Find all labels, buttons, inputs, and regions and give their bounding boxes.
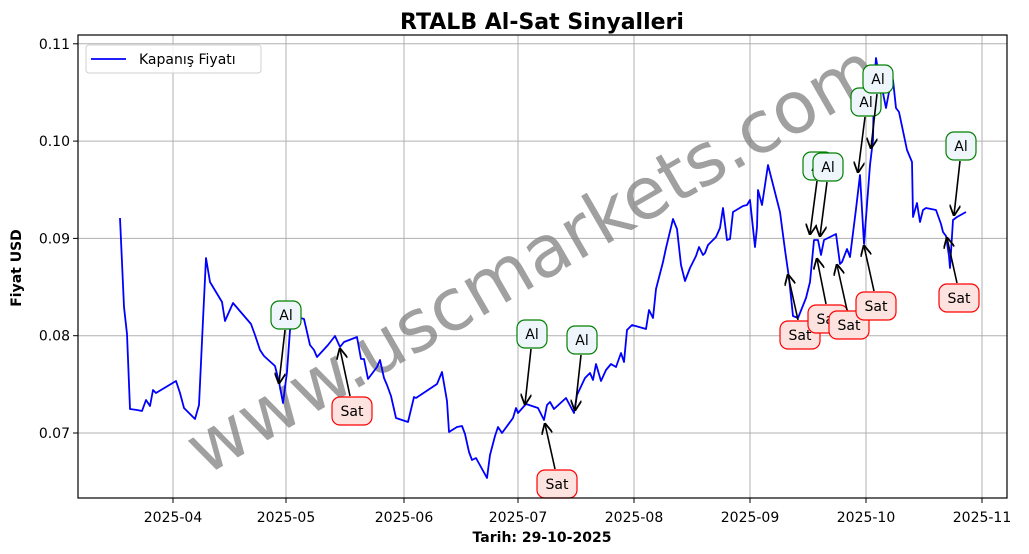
price-line <box>119 57 967 479</box>
sell-signal: Sat <box>855 246 897 321</box>
signal-arrow <box>810 180 818 234</box>
signal-arrow <box>279 329 286 383</box>
signal-arrow <box>837 265 848 311</box>
signal-arrow <box>871 93 878 148</box>
buy-label-box <box>566 325 598 355</box>
buy-signal: Al <box>516 319 548 404</box>
buy-signal: Al <box>566 325 598 410</box>
axis-ticks: 2025-04 2025-05 2025-06 2025-07 2025-08 2025-… <box>39 37 1011 526</box>
sell-label-box <box>331 396 373 426</box>
buy-signal: Al <box>270 300 302 383</box>
signal-arrow <box>575 354 582 410</box>
buy-label-box <box>812 152 844 182</box>
signal-arrow <box>947 238 958 284</box>
sell-label-box <box>938 283 980 313</box>
y-axis-label: Fiyat USD <box>9 229 25 307</box>
signal-arrow <box>954 160 961 215</box>
buy-label: Al <box>575 333 588 349</box>
sell-label: Sat <box>789 328 812 344</box>
buy-label: Al <box>859 95 872 111</box>
sell-signal: Sat <box>536 424 578 499</box>
sell-signal: Sat <box>331 349 373 426</box>
x-tick-label: 2025-04 <box>144 510 203 526</box>
buy-label: Al <box>871 72 884 88</box>
sell-label-box <box>855 291 897 321</box>
signal-arrow <box>525 348 532 404</box>
signal-annotations: AlSatAlSatAlSatAlAlSatSatSatAlAlAlSat <box>270 64 980 499</box>
buy-signal: Al <box>812 152 844 236</box>
x-axis-label: Tarih: 29-10-2025 <box>473 530 612 546</box>
signal-arrow <box>858 116 866 172</box>
buy-label: Al <box>525 327 538 343</box>
y-tick-label: 0.09 <box>39 231 70 247</box>
x-tick-label: 2025-09 <box>721 510 780 526</box>
chart-title: RTALB Al-Sat Sinyalleri <box>400 10 684 35</box>
y-tick-label: 0.10 <box>39 134 70 150</box>
buy-label: Al <box>279 308 292 324</box>
signal-arrow <box>340 349 351 397</box>
buy-label: Al <box>954 139 967 155</box>
x-tick-label: 2025-11 <box>953 510 1012 526</box>
x-tick-label: 2025-10 <box>837 510 896 526</box>
legend: Kapanış Fiyatı <box>85 44 262 74</box>
signal-arrow <box>817 259 827 305</box>
x-tick-label: 2025-06 <box>375 510 434 526</box>
buy-signal: Al <box>862 64 894 148</box>
buy-label-box <box>945 131 977 161</box>
sell-label: Sat <box>341 404 364 420</box>
sell-label: Sat <box>948 291 971 307</box>
buy-signal: Al <box>945 131 977 215</box>
buy-label-box <box>516 319 548 349</box>
signal-arrow <box>864 246 875 292</box>
x-tick-label: 2025-07 <box>489 510 548 526</box>
sell-label: Sat <box>838 318 861 334</box>
y-tick-label: 0.11 <box>39 37 70 53</box>
x-tick-label: 2025-08 <box>605 510 664 526</box>
y-tick-label: 0.08 <box>39 329 70 345</box>
buy-label: Al <box>821 160 834 176</box>
plot-frame <box>77 34 1008 499</box>
sell-label: Sat <box>865 299 888 315</box>
x-tick-label: 2025-05 <box>257 510 316 526</box>
buy-label-box <box>862 64 894 94</box>
signal-arrow <box>788 275 799 321</box>
signal-arrow <box>820 181 828 236</box>
y-tick-label: 0.07 <box>39 426 70 442</box>
sell-signal: Sat <box>938 238 980 313</box>
signal-arrow <box>545 424 556 470</box>
sell-label: Sat <box>546 477 569 493</box>
legend-label: Kapanış Fiyatı <box>139 52 236 68</box>
buy-label-box <box>270 300 302 330</box>
buy-signal: Al <box>850 87 882 172</box>
